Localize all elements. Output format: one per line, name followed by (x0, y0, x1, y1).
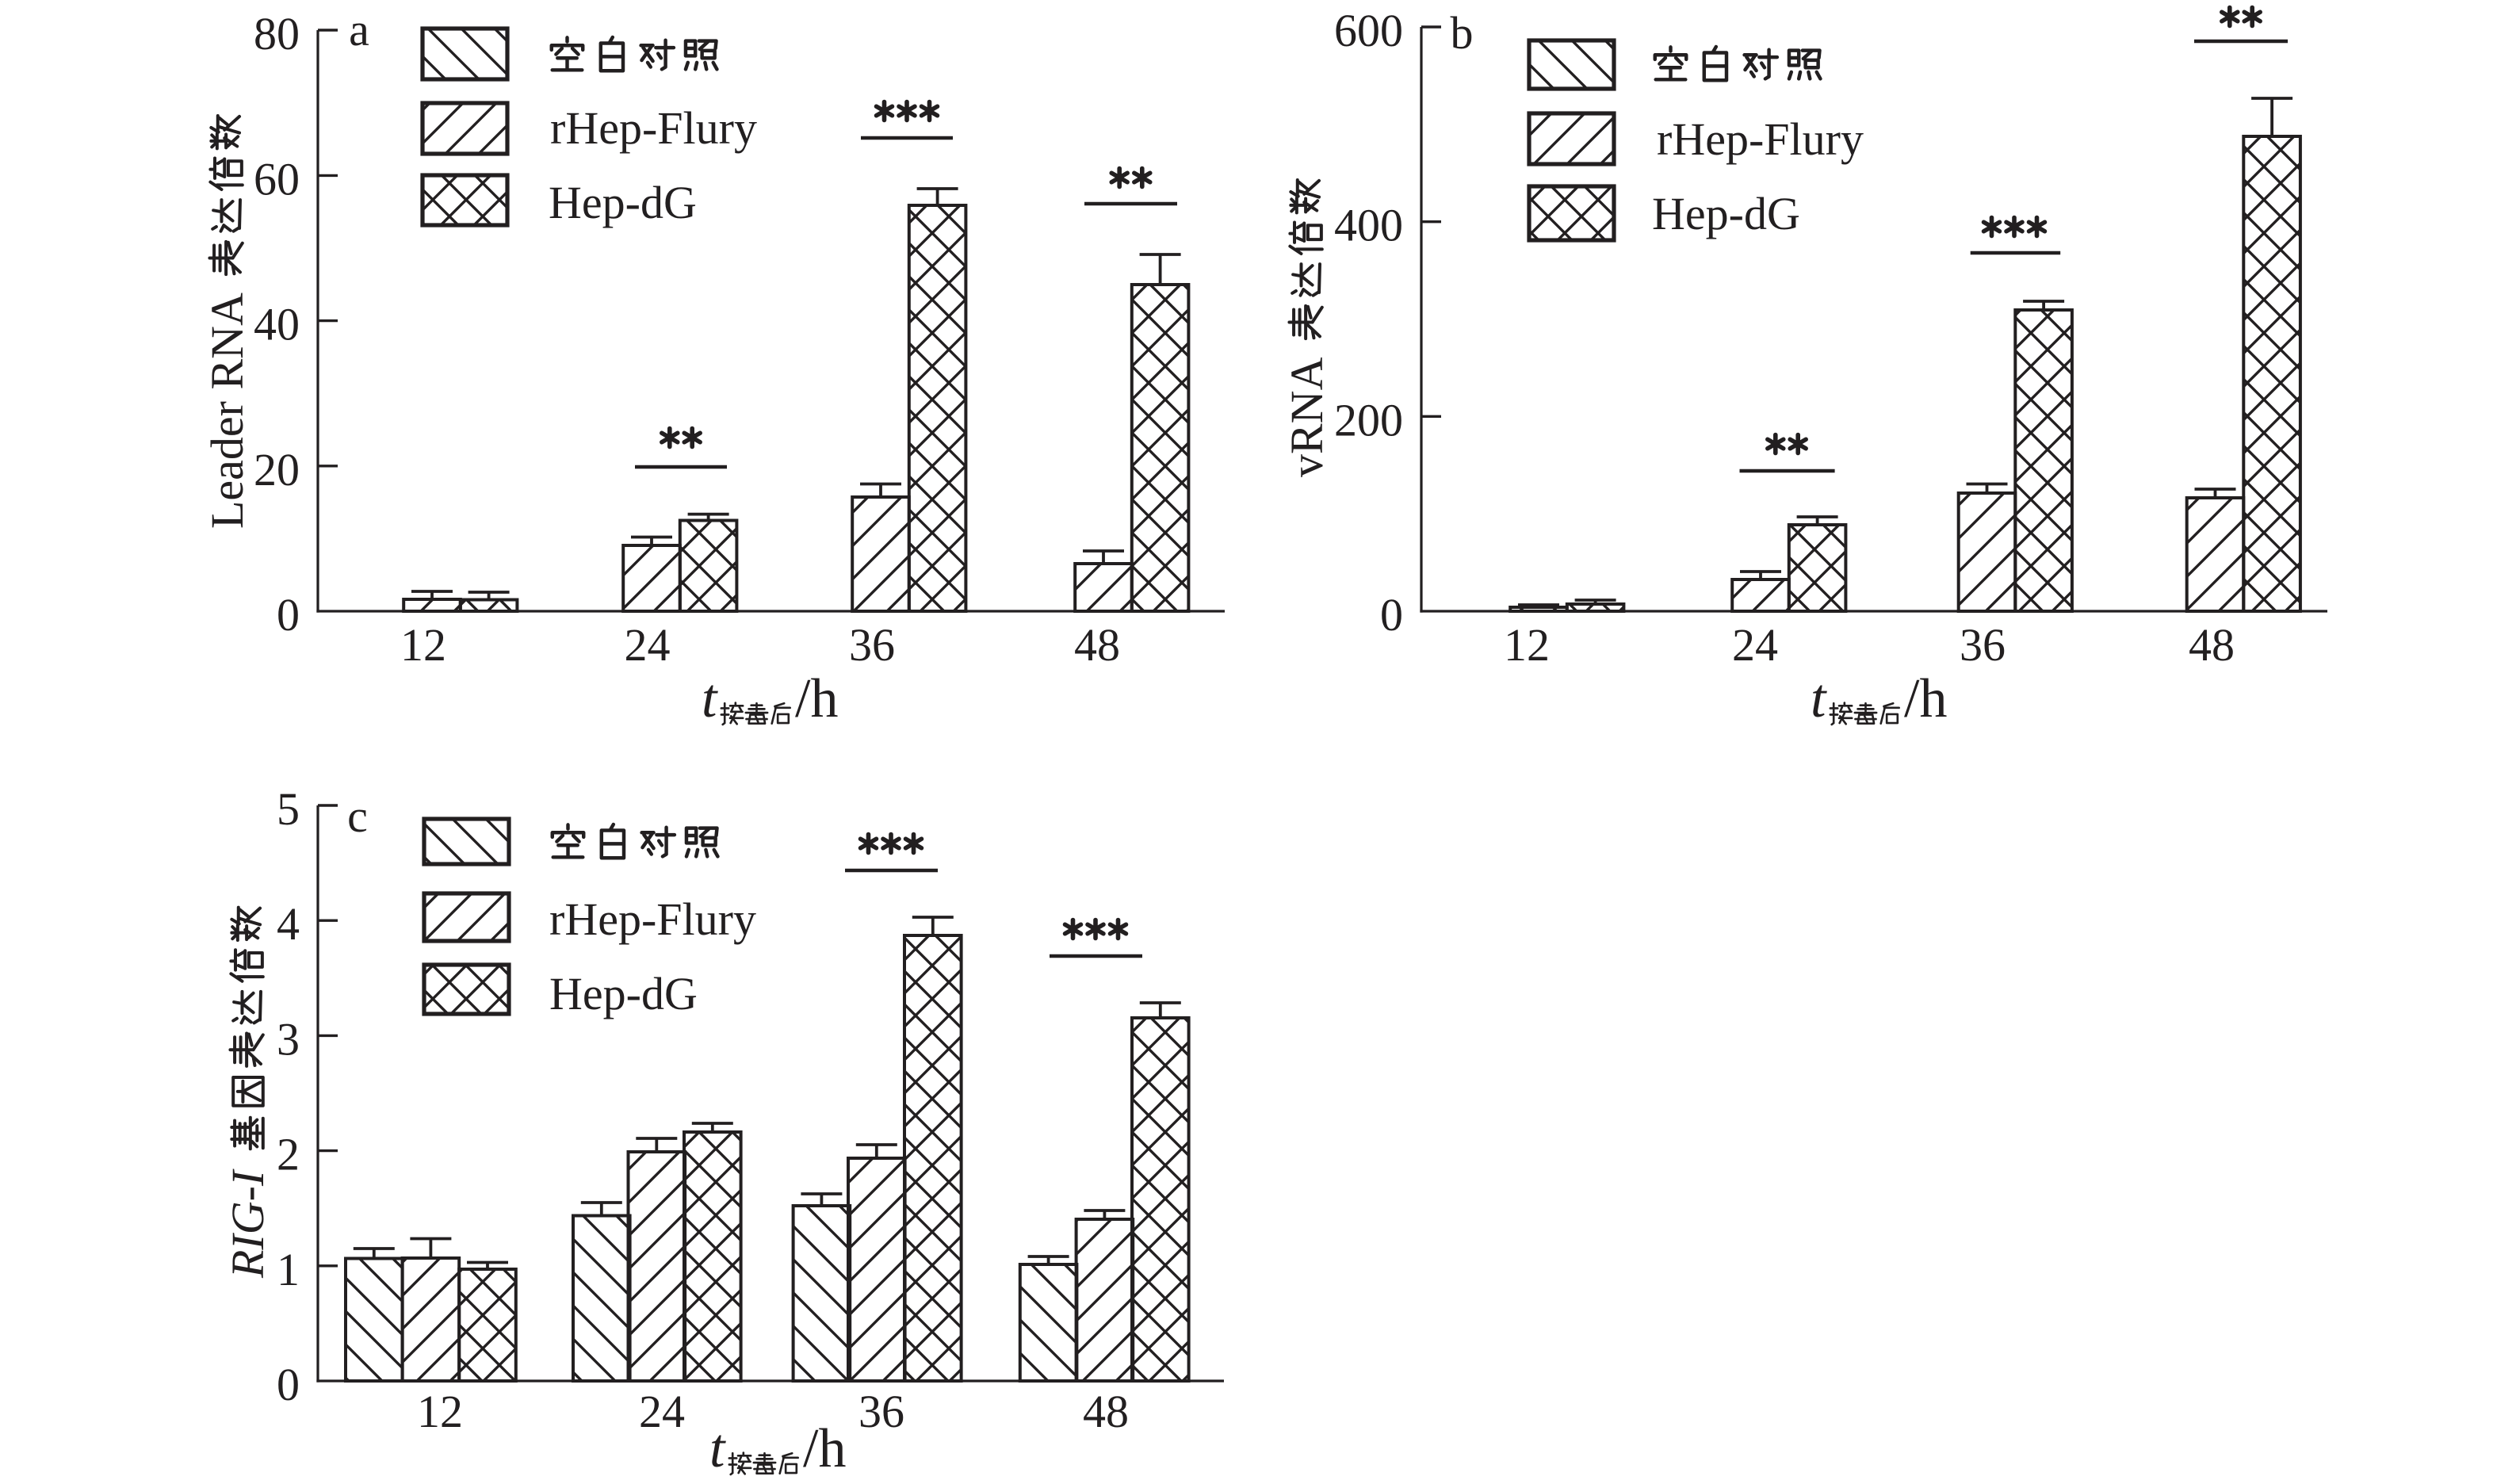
svg-text:4: 4 (277, 898, 300, 950)
svg-text:0: 0 (277, 589, 300, 641)
svg-text:b: b (1451, 7, 1474, 59)
svg-text:2: 2 (277, 1129, 300, 1180)
svg-text:1: 1 (277, 1244, 300, 1295)
svg-text:t: t (709, 1418, 726, 1479)
svg-text:48: 48 (1074, 619, 1120, 671)
svg-text:Hep-dG: Hep-dG (549, 968, 698, 1019)
svg-text:0: 0 (1380, 589, 1403, 641)
svg-text:RIG-I: RIG-I (222, 1168, 273, 1279)
svg-text:12: 12 (1504, 619, 1550, 671)
svg-text:24: 24 (639, 1386, 685, 1437)
svg-text:60: 60 (254, 153, 300, 205)
svg-text:rHep-Flury: rHep-Flury (1657, 113, 1864, 165)
svg-text:600: 600 (1334, 5, 1403, 56)
svg-text:rHep-Flury: rHep-Flury (549, 893, 756, 945)
svg-text:12: 12 (400, 619, 446, 671)
svg-text:12: 12 (417, 1386, 463, 1437)
svg-text:24: 24 (1732, 619, 1778, 671)
svg-text:c: c (347, 790, 368, 842)
svg-text:5: 5 (277, 783, 300, 835)
svg-text:3: 3 (277, 1013, 300, 1065)
svg-text:Hep-dG: Hep-dG (1652, 188, 1800, 239)
svg-text:48: 48 (2189, 619, 2235, 671)
svg-text:vRNA: vRNA (1281, 357, 1333, 477)
svg-text:200: 200 (1334, 394, 1403, 446)
svg-text:/h: /h (795, 668, 838, 729)
svg-text:36: 36 (858, 1386, 904, 1437)
svg-text:24: 24 (625, 619, 671, 671)
svg-text:/h: /h (803, 1418, 846, 1479)
svg-text:40: 40 (254, 299, 300, 350)
svg-text:/h: /h (1904, 668, 1947, 729)
svg-text:36: 36 (1960, 619, 2006, 671)
svg-text:Hep-dG: Hep-dG (549, 177, 697, 228)
svg-text:400: 400 (1334, 200, 1403, 251)
svg-text:a: a (349, 4, 369, 55)
svg-text:36: 36 (849, 619, 895, 671)
svg-text:80: 80 (254, 8, 300, 59)
svg-text:48: 48 (1083, 1386, 1129, 1437)
svg-text:0: 0 (277, 1359, 300, 1410)
svg-text:t: t (1811, 668, 1827, 729)
svg-text:20: 20 (254, 444, 300, 495)
svg-text:Leader RNA: Leader RNA (201, 293, 253, 529)
svg-text:t: t (702, 668, 718, 729)
svg-text:rHep-Flury: rHep-Flury (550, 102, 757, 154)
